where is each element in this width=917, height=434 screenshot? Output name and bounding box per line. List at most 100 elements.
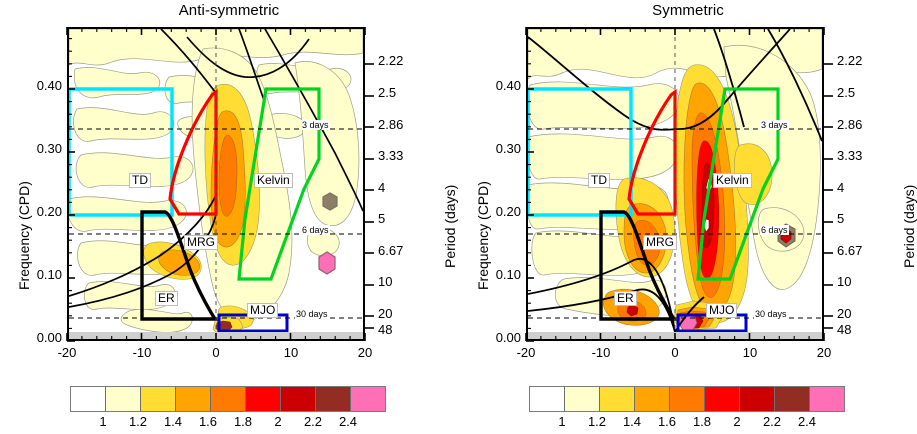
colorbar-swatch-1 <box>106 387 141 411</box>
colorbar-tick-3: 1.6 <box>657 414 677 429</box>
colorbar-swatch-3 <box>635 387 670 411</box>
colorbar-tick-2: 1.4 <box>622 414 642 429</box>
x-tick-1: -10 <box>132 345 152 360</box>
panel-title: Symmetric <box>652 2 724 19</box>
period-label-30days: 30 days <box>754 309 788 319</box>
y2-tick-1: 2.5 <box>837 85 856 100</box>
y2-tick-6: 6.67 <box>378 243 404 258</box>
y2-tick-4: 4 <box>837 180 845 195</box>
colorbar-tick-4: 1.8 <box>233 414 253 429</box>
region-tag-er: ER <box>155 291 178 306</box>
period-label-3days: 3 days <box>301 120 330 130</box>
period-label-6days: 6 days <box>301 225 330 235</box>
y-tick-4: 0.40 <box>36 78 62 93</box>
y2-axis-label: Period (days) <box>901 184 917 268</box>
colorbar-tick-5: 2 <box>733 414 741 429</box>
y-tick-3: 0.30 <box>495 141 521 156</box>
colorbar-tick-7: 2.4 <box>338 414 358 429</box>
spectrum-canvas <box>69 29 363 339</box>
y-tick-0: 0.00 <box>36 330 62 345</box>
x-tick-1: -10 <box>591 345 611 360</box>
colorbar-swatch-8 <box>810 387 844 411</box>
region-tag-td: TD <box>588 173 610 188</box>
x-tick-2: 0 <box>671 345 679 360</box>
colorbar-swatch-7 <box>316 387 351 411</box>
colorbar-swatch-6 <box>740 387 775 411</box>
region-tag-mrg: MRG <box>184 235 218 250</box>
baseline-strip <box>528 332 822 339</box>
y2-tick-8: 20 <box>378 306 393 321</box>
colorbar-swatch-5 <box>246 387 281 411</box>
x-tick-4: 20 <box>357 345 373 360</box>
y-tick-2: 0.20 <box>495 204 521 219</box>
period-label-3days: 3 days <box>760 120 789 130</box>
colorbar-symmetric <box>529 386 845 412</box>
x-tick-3: 10 <box>283 345 299 360</box>
colorbar-tick-0: 1 <box>558 414 566 429</box>
region-tag-td: TD <box>129 173 151 188</box>
region-box-td <box>528 87 633 217</box>
region-tag-mjo: MJO <box>706 303 738 318</box>
colorbar-swatch-1 <box>565 387 600 411</box>
colorbar-swatch-2 <box>141 387 176 411</box>
colorbar-tick-4: 1.8 <box>692 414 712 429</box>
y2-tick-4: 4 <box>378 180 386 195</box>
baseline-strip <box>69 332 363 339</box>
colorbar-swatch-7 <box>775 387 810 411</box>
colorbar-swatch-3 <box>176 387 211 411</box>
y2-tick-3: 3.33 <box>837 148 863 163</box>
region-tag-mjo: MJO <box>247 303 279 318</box>
colorbar-tick-5: 2 <box>274 414 282 429</box>
colorbar-swatch-4 <box>670 387 705 411</box>
colorbar-swatch-5 <box>705 387 740 411</box>
spectrum-canvas <box>528 29 822 339</box>
x-tick-3: 10 <box>742 345 758 360</box>
y2-tick-1: 2.5 <box>378 85 397 100</box>
y-tick-1: 0.10 <box>495 267 521 282</box>
panel-symmetric: Symmetric Frequency (CPD) Period (days) … <box>459 0 917 434</box>
period-label-30days: 30 days <box>295 309 329 319</box>
region-box-mrg <box>627 88 677 216</box>
y-tick-2: 0.20 <box>36 204 62 219</box>
y2-tick-9: 48 <box>378 322 393 337</box>
y-tick-3: 0.30 <box>36 141 62 156</box>
x-tick-2: 0 <box>212 345 220 360</box>
colorbar-swatch-8 <box>351 387 385 411</box>
x-tick-4: 20 <box>816 345 832 360</box>
y2-tick-7: 10 <box>378 274 393 289</box>
spectrum-plot-symmetric: TD MRG Kelvin ER MJO 3 days 6 days 30 da… <box>526 27 824 341</box>
colorbar-tick-7: 2.4 <box>797 414 817 429</box>
y2-tick-7: 10 <box>837 274 852 289</box>
colorbar-swatch-0 <box>530 387 565 411</box>
y2-tick-0: 2.22 <box>378 53 404 68</box>
colorbar-tick-1: 1.2 <box>587 414 607 429</box>
x-tick-0: -20 <box>516 345 536 360</box>
y2-tick-5: 5 <box>378 211 386 226</box>
colorbar-tick-0: 1 <box>99 414 107 429</box>
y2-tick-2: 2.86 <box>837 117 863 132</box>
region-tag-er: ER <box>614 291 637 306</box>
y2-tick-9: 48 <box>837 322 852 337</box>
y-tick-1: 0.10 <box>36 267 62 282</box>
region-tag-kelvin: Kelvin <box>254 173 293 188</box>
panel-antisymmetric: Anti-symmetric Frequency (CPD) Period (d… <box>0 0 458 434</box>
y2-tick-5: 5 <box>837 211 845 226</box>
colorbar-tick-6: 2.2 <box>762 414 782 429</box>
panel-title: Anti-symmetric <box>178 2 280 19</box>
y2-tick-6: 6.67 <box>837 243 863 258</box>
colorbar-tick-6: 2.2 <box>303 414 323 429</box>
x-tick-0: -20 <box>57 345 77 360</box>
y2-tick-2: 2.86 <box>378 117 404 132</box>
y2-tick-0: 2.22 <box>837 53 863 68</box>
y-tick-0: 0.00 <box>495 330 521 345</box>
y2-axis-label: Period (days) <box>442 184 458 268</box>
colorbar-swatch-4 <box>211 387 246 411</box>
colorbar-swatch-6 <box>281 387 316 411</box>
region-tag-mrg: MRG <box>643 235 677 250</box>
region-box-mrg <box>168 88 218 216</box>
colorbar-swatch-0 <box>71 387 106 411</box>
y2-tick-8: 20 <box>837 306 852 321</box>
y-tick-4: 0.40 <box>495 78 521 93</box>
spectrum-plot-antisymmetric: TD MRG Kelvin ER MJO 3 days 6 days 30 da… <box>67 27 365 341</box>
